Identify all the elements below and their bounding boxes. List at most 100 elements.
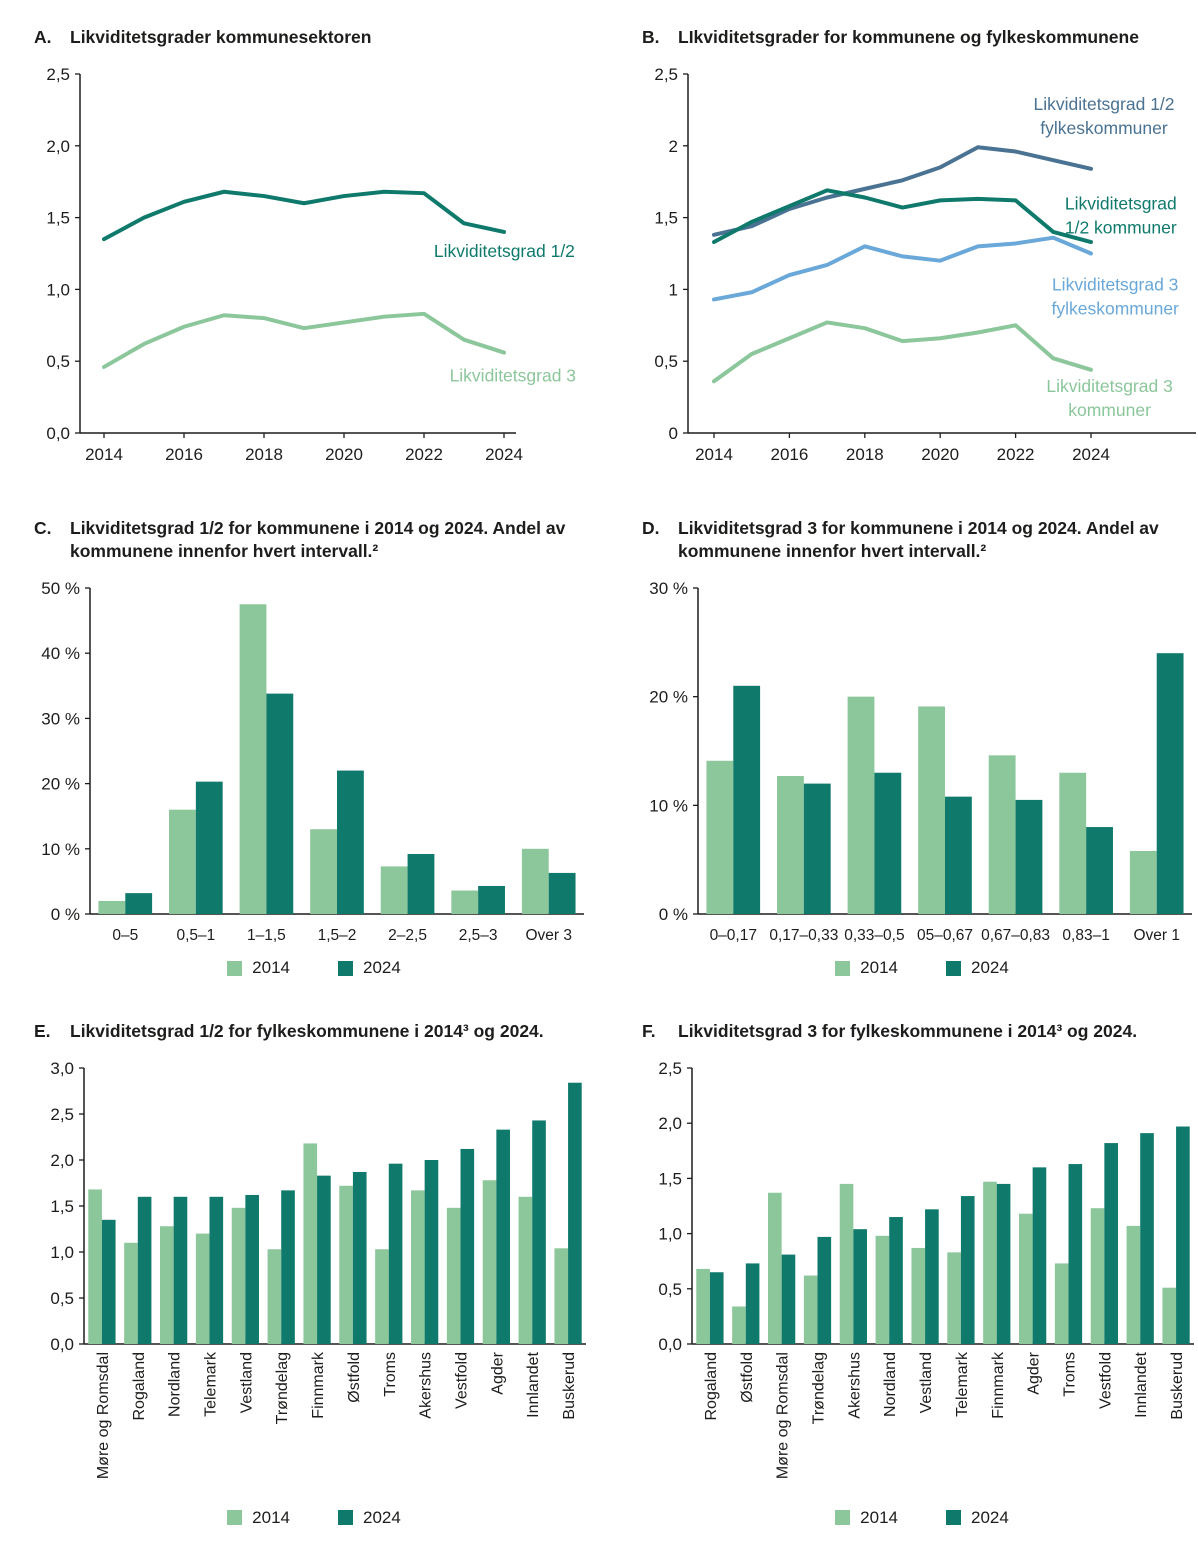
legend-e: 2014 2024	[34, 1508, 594, 1528]
legend-d: 2014 2024	[642, 958, 1198, 978]
svg-text:Vestfold: Vestfold	[1097, 1352, 1114, 1409]
legend-c: 2014 2024	[34, 958, 594, 978]
svg-text:2,5: 2,5	[46, 65, 70, 84]
panel-d-heading: Likviditetsgrad 3 for kommunene i 2014 o…	[678, 517, 1159, 562]
svg-text:Trøndelag: Trøndelag	[274, 1352, 291, 1424]
legend-swatch-2024	[946, 1510, 961, 1526]
svg-text:2024: 2024	[485, 445, 523, 464]
svg-text:1,0: 1,0	[658, 1224, 682, 1243]
svg-text:40 %: 40 %	[41, 644, 80, 663]
svg-text:50 %: 50 %	[41, 579, 80, 598]
panel-f: F. Likviditetsgrad 3 for fylkeskommunene…	[642, 1020, 1198, 1540]
svg-text:0–0,17: 0–0,17	[710, 927, 757, 944]
svg-text:Møre og Romsdal: Møre og Romsdal	[775, 1352, 792, 1479]
bar-chart-likviditetsgrad-3-fylkeskommuner: 0,0 0,5 1,0 1,5 2,0 2,5 Rogaland Østfold Møre og…	[642, 1054, 1198, 1504]
svg-text:0,5: 0,5	[50, 1289, 74, 1308]
panel-e-heading: Likviditetsgrad 1/2 for fylkeskommunene …	[70, 1021, 544, 1042]
panel-c-title: C. Likviditetsgrad 1/2 for kommunene i 2…	[34, 517, 594, 564]
svg-text:2020: 2020	[325, 445, 363, 464]
svg-text:Telemark: Telemark	[954, 1351, 971, 1417]
svg-text:20 %: 20 %	[41, 775, 80, 794]
svg-text:Buskerud: Buskerud	[1169, 1352, 1186, 1420]
legend-swatch-2014	[835, 960, 851, 976]
svg-text:Likviditetsgrad 1/2: Likviditetsgrad 1/2	[434, 241, 575, 261]
svg-text:2,0: 2,0	[658, 1114, 682, 1133]
panel-b-title: B. LIkviditetsgrader for kommunene og fy…	[642, 26, 1198, 50]
panel-b-letter: B.	[642, 27, 660, 47]
svg-text:2014: 2014	[695, 445, 733, 464]
legend-label-2024: 2024	[971, 958, 1009, 978]
panel-b-heading: LIkviditetsgrader for kommunene og fylke…	[678, 27, 1139, 47]
svg-text:Agder: Agder	[1026, 1351, 1043, 1394]
legend-item-2014: 2014	[835, 958, 898, 978]
legend-swatch-2014	[835, 1510, 851, 1526]
svg-text:0,0: 0,0	[50, 1335, 74, 1354]
svg-text:0,5: 0,5	[46, 352, 70, 371]
panel-a-letter: A.	[34, 27, 52, 47]
svg-text:Troms: Troms	[382, 1352, 399, 1397]
legend-item-2014: 2014	[227, 1508, 290, 1528]
svg-text:10 %: 10 %	[649, 796, 688, 815]
svg-text:10 %: 10 %	[41, 840, 80, 859]
svg-text:05–0,67: 05–0,67	[917, 927, 973, 944]
svg-text:1/2 kommuner: 1/2 kommuner	[1065, 217, 1177, 237]
legend-label-2024: 2024	[363, 958, 401, 978]
panel-d-title: D. Likviditetsgrad 3 for kommunene i 201…	[642, 517, 1198, 564]
legend-label-2014: 2014	[860, 958, 898, 978]
svg-text:0,33–0,5: 0,33–0,5	[844, 927, 904, 944]
svg-text:Nordland: Nordland	[882, 1352, 899, 1417]
svg-text:Innlandet: Innlandet	[525, 1351, 542, 1417]
svg-text:2,5: 2,5	[50, 1105, 74, 1124]
svg-text:Rogaland: Rogaland	[703, 1352, 720, 1421]
svg-text:30 %: 30 %	[649, 579, 688, 598]
svg-text:Akershus: Akershus	[418, 1352, 435, 1419]
svg-text:0,0: 0,0	[658, 1335, 682, 1354]
svg-text:Likviditetsgrad 3: Likviditetsgrad 3	[1052, 274, 1178, 294]
svg-text:Likviditetsgrad 3: Likviditetsgrad 3	[1046, 376, 1172, 396]
svg-text:Østfold: Østfold	[739, 1352, 756, 1403]
svg-text:Buskerud: Buskerud	[561, 1352, 578, 1420]
svg-text:3,0: 3,0	[50, 1059, 74, 1078]
svg-text:1,0: 1,0	[50, 1243, 74, 1262]
svg-text:Østfold: Østfold	[346, 1352, 363, 1403]
legend-label-2014: 2014	[860, 1507, 898, 1527]
svg-text:0 %: 0 %	[51, 905, 80, 924]
svg-text:30 %: 30 %	[41, 709, 80, 728]
panel-c-heading: Likviditetsgrad 1/2 for kommunene i 2014…	[70, 517, 566, 562]
svg-text:Over 3: Over 3	[525, 927, 572, 944]
svg-text:Akershus: Akershus	[846, 1352, 863, 1419]
svg-text:Likviditetsgrad 3: Likviditetsgrad 3	[450, 365, 576, 385]
panel-e-letter: E.	[34, 1021, 51, 1042]
svg-text:2018: 2018	[846, 445, 884, 464]
legend-swatch-2024	[946, 960, 961, 976]
svg-text:Over 1: Over 1	[1133, 927, 1180, 944]
svg-text:Vestfold: Vestfold	[454, 1352, 471, 1409]
svg-text:1,0: 1,0	[46, 280, 70, 299]
panel-b: B. LIkviditetsgrader for kommunene og fy…	[642, 26, 1198, 487]
svg-text:2,5: 2,5	[658, 1059, 682, 1078]
svg-text:Agder: Agder	[489, 1351, 506, 1394]
svg-text:2016: 2016	[770, 445, 808, 464]
svg-text:0,67–0,83: 0,67–0,83	[981, 927, 1050, 944]
svg-text:2022: 2022	[405, 445, 443, 464]
svg-text:1,5: 1,5	[654, 208, 678, 227]
line-chart-kommuner-fylkeskommuner: 0 0,5 1 1,5 2 2,5 2014 2016 2018 2020 2022 2024 Likv…	[642, 60, 1198, 475]
svg-text:2014: 2014	[85, 445, 123, 464]
legend-swatch-2014	[227, 960, 243, 976]
panel-a-heading: Likviditetsgrader kommunesektoren	[70, 27, 372, 47]
legend-item-2024: 2024	[946, 958, 1009, 978]
panel-f-title: F. Likviditetsgrad 3 for fylkeskommunene…	[642, 1020, 1198, 1044]
svg-text:Rogaland: Rogaland	[131, 1352, 148, 1421]
legend-item-2024: 2024	[338, 1508, 401, 1528]
svg-text:fylkeskommuner: fylkeskommuner	[1051, 298, 1179, 318]
svg-text:2020: 2020	[921, 445, 959, 464]
legend-item-2014: 2014	[227, 958, 290, 978]
panel-a-title: A. Likviditetsgrader kommunesektoren	[34, 26, 594, 50]
svg-text:Troms: Troms	[1062, 1352, 1079, 1397]
panel-e: E. Likviditetsgrad 1/2 for fylkeskommune…	[34, 1020, 594, 1540]
legend-label-2014: 2014	[252, 958, 290, 978]
line-chart-kommunesektoren: 0,0 0,5 1,0 1,5 2,0 2,5 2014 2016 2018 2020 2022 20…	[34, 60, 594, 475]
svg-text:0: 0	[669, 424, 678, 443]
panel-c: C. Likviditetsgrad 1/2 for kommunene i 2…	[34, 517, 594, 990]
